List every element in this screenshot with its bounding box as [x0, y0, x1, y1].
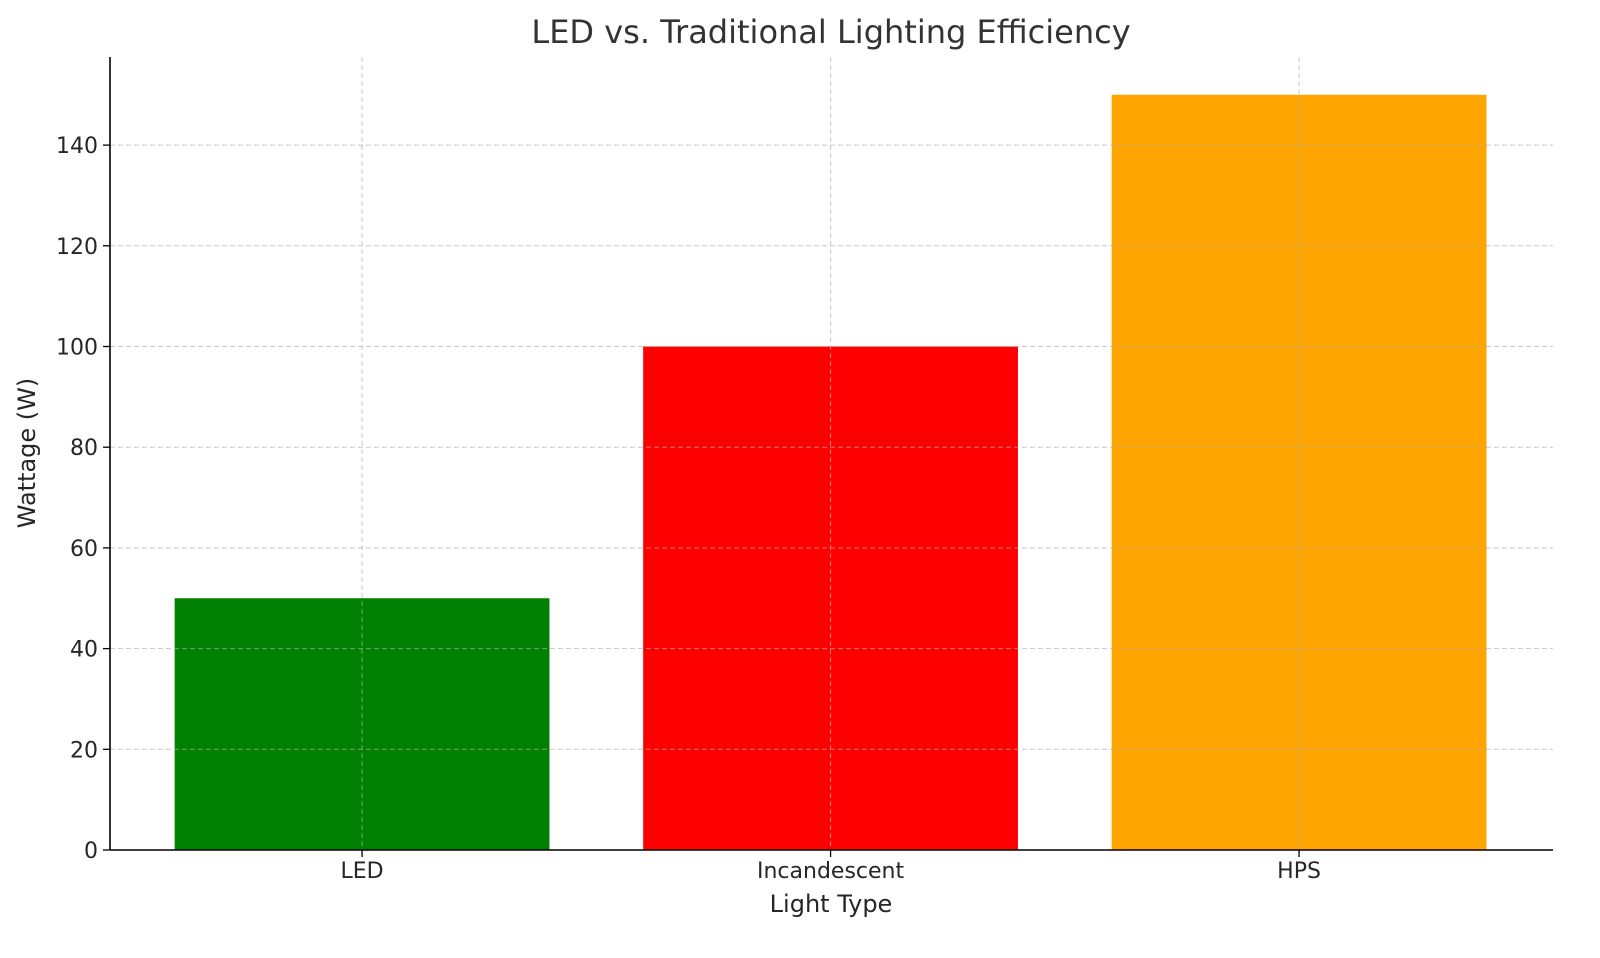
x-tick-label: LED	[341, 859, 384, 884]
y-tick-label: 40	[70, 638, 98, 663]
x-tick-label: Incandescent	[757, 859, 904, 884]
axes	[109, 57, 1553, 851]
grid-overlay	[110, 57, 1553, 850]
x-ticks: LED Incandescent HPS	[341, 850, 1321, 884]
bars	[174, 94, 1487, 850]
bar-incandescent	[643, 346, 1018, 850]
bar-hps	[1111, 94, 1487, 850]
y-ticks: 0 20 40 60 80 100 120 140	[56, 134, 110, 864]
x-axis-label: Light Type	[770, 890, 893, 918]
y-tick-label: 20	[70, 738, 98, 763]
y-tick-label: 100	[56, 336, 98, 361]
chart-title: LED vs. Traditional Lighting Efficiency	[531, 13, 1130, 51]
y-tick-label: 140	[56, 134, 98, 159]
y-axis-label: Wattage (W)	[13, 378, 41, 529]
y-tick-label: 120	[56, 235, 98, 260]
y-tick-label: 80	[70, 436, 98, 461]
x-tick-label: HPS	[1277, 859, 1321, 884]
y-tick-label: 0	[84, 839, 98, 864]
y-tick-label: 60	[70, 537, 98, 562]
